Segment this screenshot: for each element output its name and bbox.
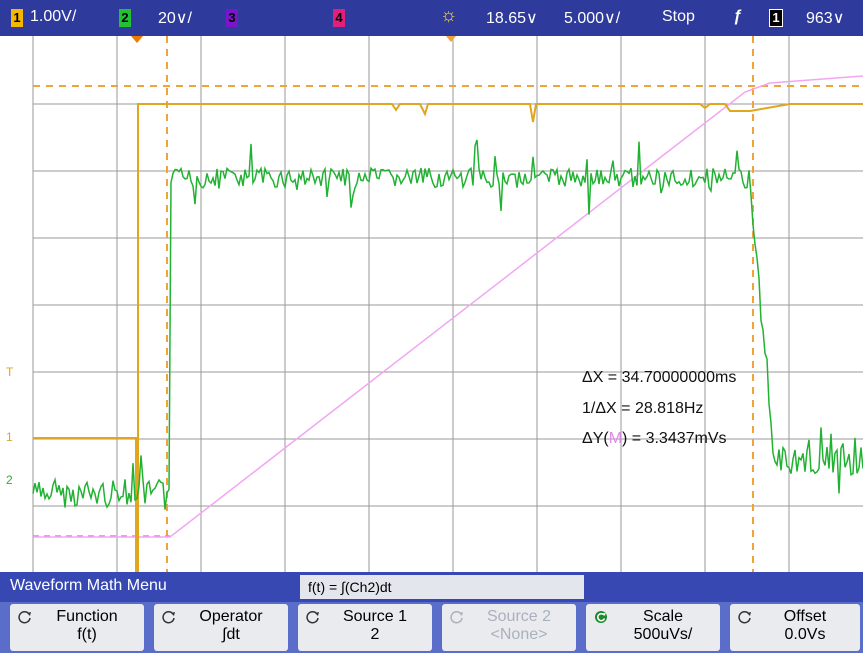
channel-2-scale: 20∨/ <box>158 10 192 27</box>
delta-x-readout: ΔX = 34.70000000ms <box>582 369 737 386</box>
offset-label: Offset <box>783 608 827 625</box>
softkey-menu: Waveform Math Menu f(t) = ∫(Ch2)dt Funct… <box>0 572 863 653</box>
scale-label: Scale <box>642 608 684 625</box>
source-1-label: Source 1 <box>342 608 408 625</box>
delta-y-readout: ΔY(M) = 3.3437mVs <box>582 430 727 448</box>
offset-value: 0.0Vs <box>784 626 826 643</box>
trigger-source-badge[interactable]: 1 <box>769 9 783 27</box>
inverse-delta-x-readout: 1/ΔX = 28.818Hz <box>582 400 704 417</box>
operator-softkey[interactable]: Operator ∫dt <box>154 604 288 651</box>
function-value: f(t) <box>77 626 97 643</box>
cycle-icon <box>162 611 175 624</box>
offset-softkey[interactable]: Offset 0.0Vs <box>730 604 860 651</box>
waveform-display[interactable]: T 1 2 ΔX = 34.70000000ms 1/ΔX = 28.818Hz… <box>0 36 863 572</box>
channel-2-trace <box>32 139 863 510</box>
source-2-label: Source 2 <box>486 608 552 625</box>
delta-y-source: M <box>608 430 623 447</box>
scale-softkey[interactable]: Scale 500uVs/ <box>586 604 720 651</box>
trigger-level: 963∨ <box>806 10 845 27</box>
status-bar: 1 1.00V/ 2 20∨/ 3 4 ☼ 18.65∨ 5.000∨/ Sto… <box>0 0 863 36</box>
cycle-icon <box>450 611 463 624</box>
graticule-grid <box>32 36 863 572</box>
source-1-softkey[interactable]: Source 1 2 <box>298 604 432 651</box>
scale-value: 500uVs/ <box>633 626 693 643</box>
operator-label: Operator <box>199 608 263 625</box>
acquisition-icon: ☼ <box>440 5 458 26</box>
cycle-icon <box>306 611 319 624</box>
channel-3-badge[interactable]: 3 <box>226 9 238 27</box>
trigger-position-marker <box>131 36 143 43</box>
run-state[interactable]: Stop <box>662 8 695 25</box>
math-trace <box>33 75 863 538</box>
cycle-icon <box>738 611 751 624</box>
operator-value: ∫dt <box>222 626 240 643</box>
channel-2-badge[interactable]: 2 <box>119 9 131 27</box>
waveform-graticule: T 1 2 <box>6 36 863 572</box>
channel-1-badge[interactable]: 1 <box>11 9 23 27</box>
channel-1-ground-marker: 1 <box>6 430 13 444</box>
math-formula: f(t) = ∫(Ch2)dt <box>300 575 584 599</box>
entry-knob-icon <box>595 611 607 623</box>
trigger-level-marker: T <box>6 365 14 379</box>
delta-y-suffix: ) = 3.3437mVs <box>622 430 727 447</box>
menu-title-bar: Waveform Math Menu f(t) = ∫(Ch2)dt <box>0 572 863 602</box>
function-softkey[interactable]: Function f(t) <box>10 604 144 651</box>
trigger-slope-icon: ƒ <box>733 8 742 25</box>
source-1-value: 2 <box>370 626 380 643</box>
cursor-lines <box>33 36 863 572</box>
function-label: Function <box>56 608 118 625</box>
delta-y-prefix: ΔY( <box>582 430 609 447</box>
channel-4-badge[interactable]: 4 <box>333 9 345 27</box>
cycle-icon <box>18 611 31 624</box>
timebase-readout: 5.000∨/ <box>564 10 621 27</box>
channel-2-ground-marker: 2 <box>6 473 13 487</box>
menu-title: Waveform Math Menu <box>10 577 167 594</box>
channel-1-trace <box>33 103 863 572</box>
delay-marker <box>446 36 456 42</box>
delay-readout: 18.65∨ <box>486 10 538 27</box>
source-2-softkey[interactable]: Source 2 <None> <box>442 604 576 651</box>
channel-1-scale: 1.00V/ <box>30 8 77 25</box>
source-2-value: <None> <box>490 626 548 643</box>
